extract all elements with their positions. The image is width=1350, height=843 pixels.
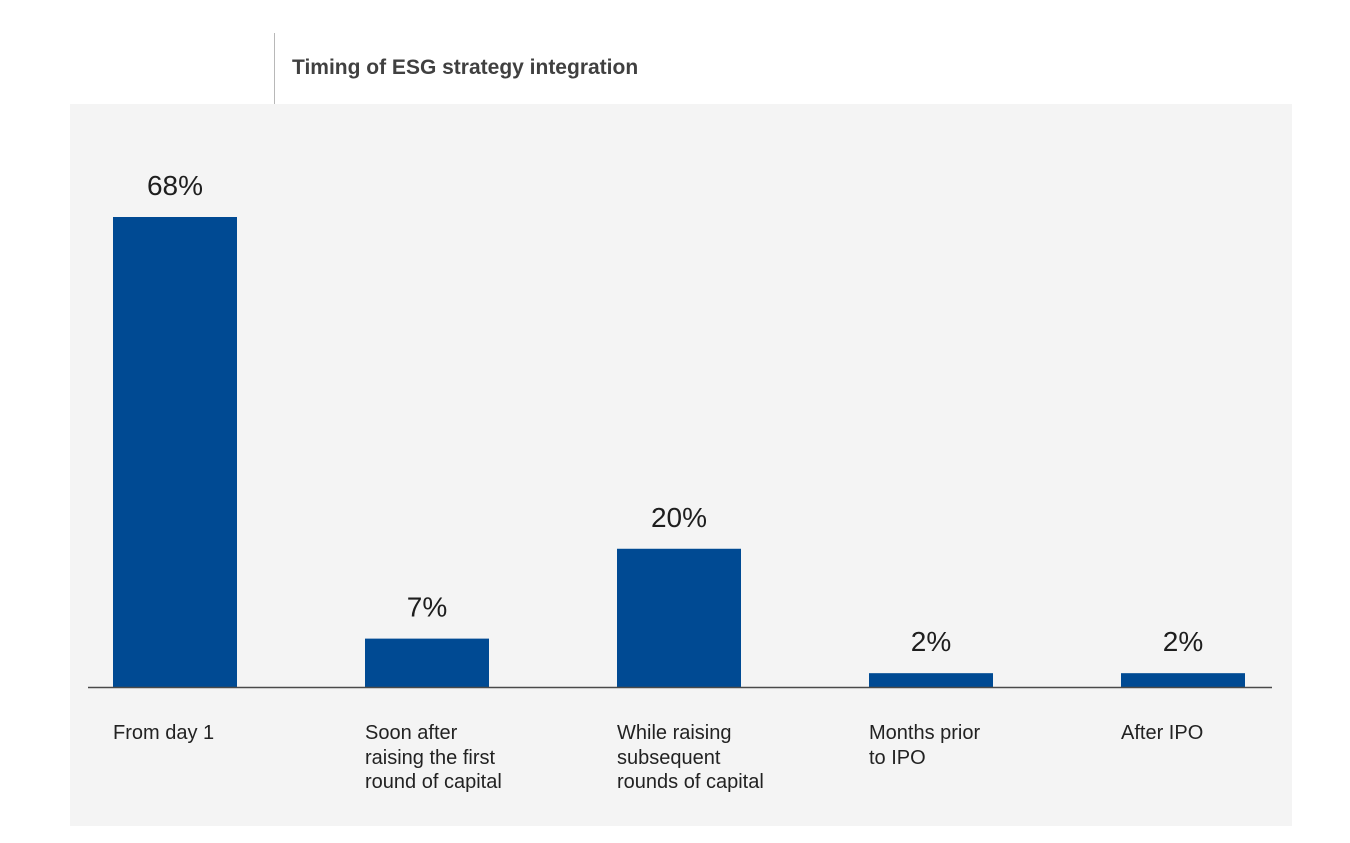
category-label-line: While raising: [617, 722, 732, 744]
chart-panel: [70, 104, 1292, 826]
category-label-line: raising the first: [365, 746, 496, 769]
bar-value-label-4: 2%: [911, 626, 951, 657]
title-divider: [274, 33, 275, 104]
bar-value-label-3: 20%: [651, 502, 707, 533]
bar-3: [617, 548, 741, 687]
bar-4: [869, 673, 993, 687]
category-label-2: Soon after raising the first round of capi…: [365, 721, 502, 795]
category-label-line: round of capital: [365, 771, 502, 793]
bar-value-label-2: 7%: [407, 592, 447, 623]
category-label-line: Months prior: [869, 722, 981, 744]
bar-5: [1121, 673, 1245, 687]
category-label-line: After IPO: [1121, 722, 1204, 744]
category-label-1: From day 1: [113, 721, 214, 746]
bar-1: [113, 217, 237, 687]
category-label-line: From day 1: [113, 722, 215, 744]
bar-value-label-5: 2%: [1163, 626, 1203, 657]
bar-value-label-1: 68%: [147, 170, 203, 201]
category-label-line: subsequent: [617, 746, 721, 769]
category-label-line: Soon after: [365, 722, 458, 744]
category-label-5: After IPO: [1121, 721, 1203, 746]
category-label-line: rounds of capital: [617, 771, 764, 793]
bar-2: [365, 638, 489, 687]
chart-title: Timing of ESG strategy integration: [292, 56, 639, 79]
category-label-line: to IPO: [869, 746, 926, 769]
category-label-3: While raising subsequent rounds of capital: [617, 721, 764, 795]
category-label-4: Months prior to IPO: [869, 721, 980, 770]
